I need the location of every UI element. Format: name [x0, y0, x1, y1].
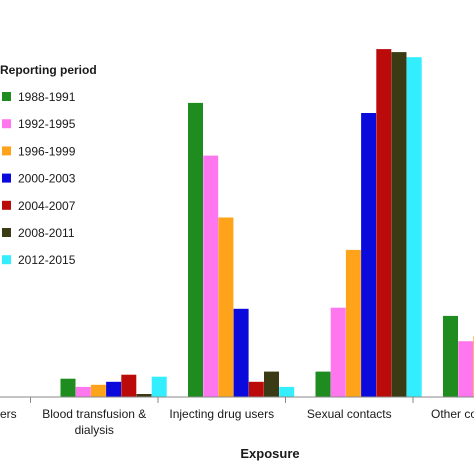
bar-1988-1991 [443, 315, 458, 397]
legend-swatch-2012-2015 [2, 255, 11, 265]
legend-label-1992-1995: 1992-1995 [18, 117, 76, 131]
legend-label-2000-2003: 2000-2003 [18, 172, 76, 186]
legend: Reporting period 1988-1991 1992-1995 1996-… [0, 63, 97, 267]
category-labels: ers Blood transfusion & dialysis Injecting … [0, 407, 474, 437]
bar-2004-2007 [248, 381, 264, 397]
category-label: dialysis [75, 423, 114, 437]
bar-1992-1995 [330, 307, 346, 397]
legend-swatch-1988-1991 [2, 92, 11, 101]
bar-2008-2011 [391, 52, 407, 397]
bar-2012-2015 [151, 376, 167, 397]
category-label: Sexual contacts [307, 407, 392, 421]
bar-2012-2015 [406, 57, 422, 397]
bar-2008-2011 [264, 371, 279, 397]
bar-1992-1995 [75, 386, 91, 397]
legend-swatch-2000-2003 [2, 173, 11, 183]
legend-label-2004-2007: 2004-2007 [18, 199, 76, 213]
legend-label-1996-1999: 1996-1999 [18, 144, 76, 158]
bar-1988-1991 [188, 102, 203, 398]
category-label: Blood transfusion & [42, 407, 146, 421]
bar-1992-1995 [458, 341, 474, 397]
legend-label-2012-2015: 2012-2015 [18, 253, 76, 267]
bar-2012-2015 [279, 386, 295, 397]
bar-1996-1999 [345, 249, 361, 397]
legend-swatch-1992-1995 [2, 119, 11, 129]
bar-2000-2003 [361, 113, 377, 397]
legend-title: Reporting period [0, 63, 97, 77]
bar-2000-2003 [233, 308, 249, 397]
bar-2000-2003 [106, 381, 122, 397]
bar-1992-1995 [203, 155, 219, 397]
legend-label-2008-2011: 2008-2011 [18, 226, 75, 240]
bar-1996-1999 [90, 384, 106, 397]
legend-swatch-1996-1999 [2, 146, 11, 156]
legend-swatch-2008-2011 [2, 228, 11, 237]
bar-1996-1999 [218, 217, 234, 397]
category-label: Injecting drug users [169, 407, 274, 421]
legend-swatch-2004-2007 [2, 200, 11, 210]
bar-2004-2007 [121, 374, 137, 397]
category-label: Other co [431, 407, 474, 421]
legend-label-1988-1991: 1988-1991 [18, 90, 76, 104]
bar-2004-2007 [376, 49, 392, 397]
bar-1988-1991 [315, 371, 331, 397]
x-axis-title: Exposure [240, 446, 299, 461]
bars-layer [60, 49, 474, 398]
bar-2008-2011 [136, 394, 152, 397]
bar-1988-1991 [60, 378, 76, 397]
category-label: ers [0, 407, 17, 421]
category-tick-marks [30, 397, 414, 403]
